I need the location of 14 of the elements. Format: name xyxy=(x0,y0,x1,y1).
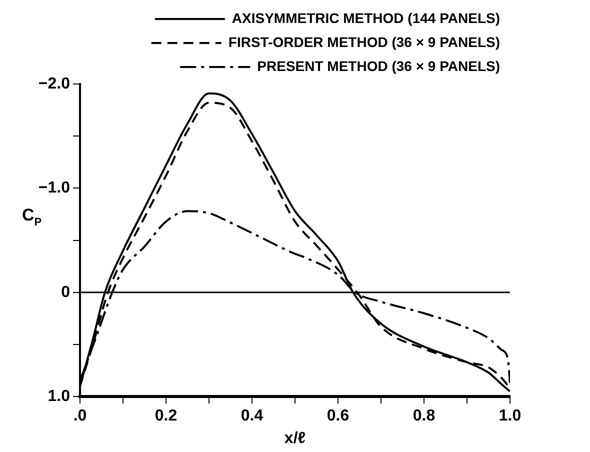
legend-label: AXISYMMETRIC METHOD (144 PANELS) xyxy=(232,10,500,26)
legend-label: FIRST-ORDER METHOD (36 × 9 PANELS) xyxy=(228,34,500,50)
y-tick-label: 0 xyxy=(61,284,70,301)
y-tick-label: −1.0 xyxy=(38,180,70,197)
x-axis-title: x/ℓ xyxy=(284,430,306,447)
x-tick-label: 1.0 xyxy=(498,408,522,425)
x-tick-label: 0.8 xyxy=(412,408,436,425)
y-tick-label: −2.0 xyxy=(38,75,70,92)
x-tick-label: 0.2 xyxy=(154,408,178,425)
y-tick-label: 1.0 xyxy=(48,388,70,406)
x-tick-label: 0.4 xyxy=(240,408,264,425)
x-tick-label: 0.6 xyxy=(326,408,350,425)
x-tick-label: .0 xyxy=(73,408,87,425)
legend-label: PRESENT METHOD (36 × 9 PANELS) xyxy=(257,58,500,74)
